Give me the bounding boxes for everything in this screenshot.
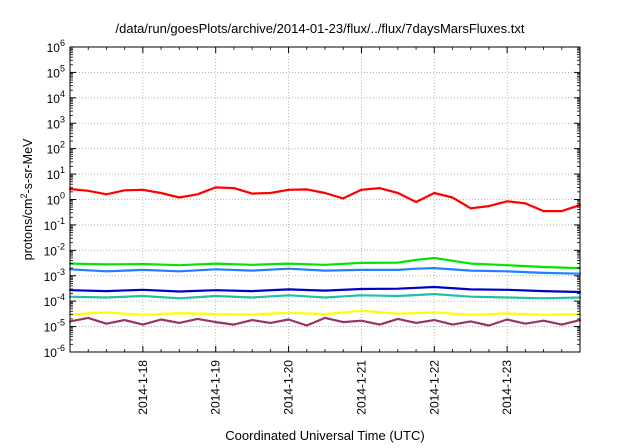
x-axis-label: Coordinated Universal Time (UTC) [225,428,425,443]
y-tick-label: 100 [47,191,65,208]
series-line-1 [68,186,582,213]
y-tick-label: 10-6 [44,343,65,360]
series-line-2 [68,256,582,270]
y-tick-label: 104 [47,89,65,106]
y-tick-label: 106 [47,38,65,55]
series-line-3 [68,267,582,275]
y-tick-label: 101 [47,165,65,182]
series-line-4 [68,285,582,294]
x-tick-label: 2014-1-19 [209,360,223,415]
y-tick-label: 10-4 [44,292,65,309]
y-tick-label: 10-2 [44,241,65,258]
y-tick-label: 10-3 [44,267,65,284]
x-tick-label: 2014-1-22 [427,360,441,415]
x-tick-label: 2014-1-23 [500,360,514,415]
x-tick-label: 2014-1-20 [282,360,296,415]
y-tick-label: 102 [47,140,65,157]
y-tick-labels: 10-6 10-5 10-4 10-3 10-2 10-1 100 101 102 103 104 1… [44,38,65,360]
series-line-5 [68,293,582,300]
chart-title: /data/run/goesPlots/archive/2014-01-23/f… [115,21,525,36]
y-tick-label: 105 [47,63,65,80]
x-tick-label: 2014-1-18 [136,360,150,415]
y-tick-label: 10-5 [44,318,65,335]
grid-lines [70,47,580,352]
series-line-6 [68,309,582,316]
series-line-7 [68,316,582,327]
series-lines [68,186,582,327]
x-tick-label: 2014-1-21 [354,360,368,415]
y-tick-label: 103 [47,114,65,131]
x-tick-labels: 2014-1-18 2014-1-19 2014-1-20 2014-1-21 2014… [136,360,514,415]
y-tick-label: 10-1 [44,216,65,233]
y-axis-label: protons/cm2-s-sr-MeV [19,138,35,260]
plot-area [69,46,581,353]
